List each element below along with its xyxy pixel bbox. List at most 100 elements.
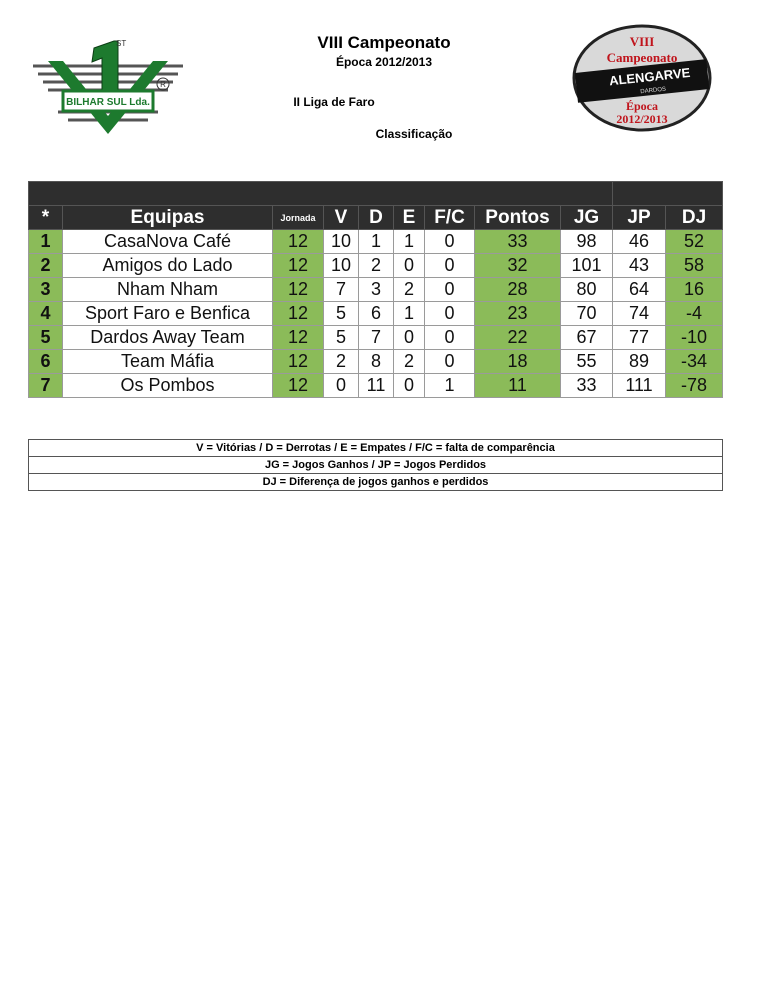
table-cell: 2: [323, 349, 359, 374]
table-cell: 6: [358, 301, 394, 326]
table-cell: 7: [358, 325, 394, 350]
svg-text:Campeonato: Campeonato: [607, 50, 678, 65]
table-cell: 10: [323, 229, 359, 254]
table-cell: 7: [323, 277, 359, 302]
season-label: Época 2012/2013: [335, 55, 433, 69]
table-cell: 0: [424, 349, 475, 374]
svg-text:DARDOS: DARDOS: [640, 87, 666, 96]
column-header: Jornada: [272, 205, 324, 230]
table-cell: 16: [665, 277, 724, 302]
table-cell: 58: [665, 253, 724, 278]
table-cell: 2: [358, 253, 394, 278]
team-name: Dardos Away Team: [62, 325, 273, 350]
table-cell: 1: [393, 301, 425, 326]
table-cell: 33: [474, 229, 561, 254]
table-cell: 74: [612, 301, 667, 326]
table-cell: 0: [424, 229, 475, 254]
table-cell: 12: [272, 229, 324, 254]
table-cell: 12: [272, 253, 324, 278]
table-cell: 11: [474, 373, 561, 398]
legend-line: V = Vitórias / D = Derrotas / E = Empate…: [29, 440, 722, 457]
alengarve-campeonato-logo: VIII Campeonato ALENGARVE DARDOS Época 2…: [570, 22, 715, 132]
table-cell: 2: [393, 349, 425, 374]
table-row: 6 Team Máfia 12 2 8 2 0 18 55 89 -34: [28, 349, 724, 374]
table-cell: 64: [612, 277, 667, 302]
table-cell: 18: [474, 349, 561, 374]
table-row: 2 Amigos do Lado 12 10 2 0 0 32 101 43 58: [28, 253, 724, 278]
table-cell: 0: [424, 301, 475, 326]
table-cell: -10: [665, 325, 724, 350]
table-cell: 55: [559, 349, 614, 374]
table-cell: 28: [474, 277, 561, 302]
table-cell: 43: [612, 253, 667, 278]
table-cell: 32: [474, 253, 561, 278]
table-cell: 12: [272, 373, 324, 398]
svg-text:R: R: [160, 80, 166, 89]
table-top-band: [27, 181, 724, 206]
table-cell: -34: [665, 349, 724, 374]
legend-box: V = Vitórias / D = Derrotas / E = Empate…: [28, 439, 723, 491]
column-header: Equipas: [62, 205, 273, 230]
column-header: JP: [612, 205, 667, 230]
bilhar-sul-logo: ST BILHAR SUL Lda. R: [28, 36, 188, 136]
table-cell: 4: [28, 301, 63, 326]
table-cell: -4: [665, 301, 724, 326]
column-header: E: [393, 205, 425, 230]
table-header-row: * Equipas Jornada V D E F/C Pontos JG JP DJ: [28, 205, 724, 230]
table-cell: 89: [612, 349, 667, 374]
table-cell: 5: [28, 325, 63, 350]
table-cell: 52: [665, 229, 724, 254]
championship-title: VIII Campeonato: [317, 33, 451, 52]
table-cell: 111: [612, 373, 667, 398]
table-cell: 77: [612, 325, 667, 350]
table-cell: 101: [559, 253, 614, 278]
team-name: Sport Faro e Benfica: [62, 301, 273, 326]
table-cell: 1: [28, 229, 63, 254]
table-cell: 5: [323, 301, 359, 326]
table-row: 7 Os Pombos 12 0 11 0 1 11 33 111 -78: [28, 373, 724, 398]
table-cell: 6: [28, 349, 63, 374]
table-cell: 1: [358, 229, 394, 254]
team-name: Os Pombos: [62, 373, 273, 398]
table-cell: 8: [358, 349, 394, 374]
table-cell: 3: [358, 277, 394, 302]
table-cell: 67: [559, 325, 614, 350]
table-cell: 33: [559, 373, 614, 398]
column-header: Pontos: [474, 205, 561, 230]
table-cell: 0: [424, 277, 475, 302]
table-row: 1 CasaNova Café 12 10 1 1 0 33 98 46 52: [28, 229, 724, 254]
table-cell: 70: [559, 301, 614, 326]
svg-text:VIII: VIII: [630, 34, 655, 49]
table-cell: 0: [424, 325, 475, 350]
table-cell: 12: [272, 349, 324, 374]
table-cell: 12: [272, 325, 324, 350]
league-label: II Liga de Faro: [293, 95, 375, 109]
svg-text:Época: Época: [626, 99, 658, 113]
table-cell: -78: [665, 373, 724, 398]
svg-text:ST: ST: [116, 39, 126, 48]
legend-line: DJ = Diferença de jogos ganhos e perdido…: [262, 476, 489, 488]
table-row: 3 Nham Nham 12 7 3 2 0 28 80 64 16: [28, 277, 724, 302]
table-cell: 0: [393, 373, 425, 398]
table-cell: 12: [272, 301, 324, 326]
section-label: Classificação: [375, 127, 453, 141]
table-cell: 0: [424, 253, 475, 278]
table-cell: 1: [424, 373, 475, 398]
svg-text:BILHAR SUL Lda.: BILHAR SUL Lda.: [66, 97, 150, 108]
team-name: Nham Nham: [62, 277, 273, 302]
legend-line: JG = Jogos Ganhos / JP = Jogos Perdidos: [29, 457, 722, 474]
svg-text:2012/2013: 2012/2013: [616, 112, 667, 126]
table-cell: 11: [358, 373, 394, 398]
column-header: V: [323, 205, 359, 230]
table-cell: 2: [28, 253, 63, 278]
table-cell: 0: [323, 373, 359, 398]
table-cell: 80: [559, 277, 614, 302]
team-name: CasaNova Café: [62, 229, 273, 254]
table-cell: 22: [474, 325, 561, 350]
team-name: Amigos do Lado: [62, 253, 273, 278]
column-header: JG: [559, 205, 614, 230]
table-cell: 98: [559, 229, 614, 254]
table-cell: 0: [393, 253, 425, 278]
table-cell: 7: [28, 373, 63, 398]
